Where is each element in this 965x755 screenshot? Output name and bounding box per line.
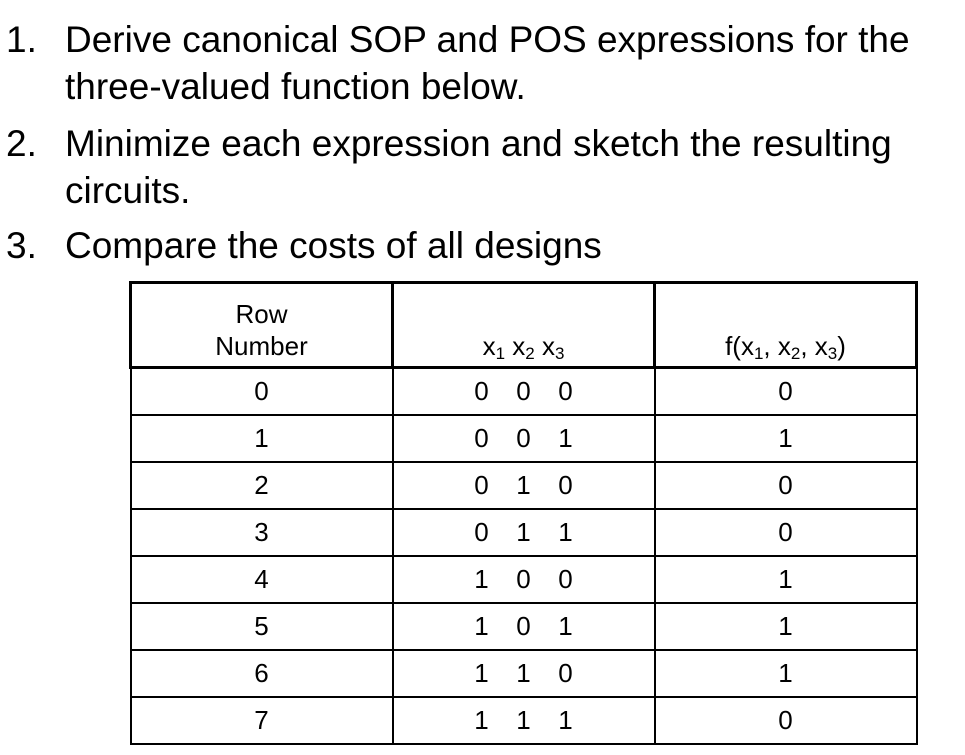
input-bit-x3: 0 xyxy=(558,376,573,406)
output-value-cell: 0 xyxy=(653,461,918,510)
output-value-cell: 0 xyxy=(653,366,918,416)
task-number: 3. xyxy=(6,225,37,266)
input-bit-x1: 1 xyxy=(474,705,489,735)
header-input-x1: x1 xyxy=(482,331,506,363)
task-line: three-valued function below. xyxy=(65,66,526,107)
output-value-cell: 1 xyxy=(653,414,918,463)
input-bit-x1: 0 xyxy=(474,517,489,547)
input-bit-x3: 0 xyxy=(558,470,573,500)
input-bit-x1: 0 xyxy=(474,423,489,453)
task-line: Compare the costs of all designs xyxy=(65,225,602,266)
input-bit-x1: 1 xyxy=(474,658,489,688)
task-text: Minimize each expression and sketch the … xyxy=(65,120,960,214)
output-value-cell: 1 xyxy=(653,649,918,698)
row-number-cell: 0 xyxy=(129,366,394,416)
header-output: f(x1, x2, x3) xyxy=(653,281,918,369)
input-bit-x3: 1 xyxy=(558,423,573,453)
output-value-cell: 0 xyxy=(653,696,918,745)
input-bit-x2: 1 xyxy=(516,470,531,500)
input-bit-x2: 0 xyxy=(516,611,531,641)
task-line: Derive canonical SOP and POS expressions… xyxy=(65,19,910,60)
input-bit-x2: 0 xyxy=(516,564,531,594)
input-bit-x3: 0 xyxy=(558,564,573,594)
task-number: 1. xyxy=(6,19,37,60)
task-line: Minimize each expression and sketch the … xyxy=(65,123,892,164)
output-value-cell: 1 xyxy=(653,602,918,651)
task-line: circuits. xyxy=(65,170,191,211)
header-inputs: x1 x2 x3 xyxy=(391,281,656,369)
input-bit-x3: 1 xyxy=(558,611,573,641)
header-input-x3: x3 xyxy=(541,331,565,363)
input-bit-x1: 0 xyxy=(474,470,489,500)
header-input-x2: x2 xyxy=(512,331,535,363)
input-bit-x2: 1 xyxy=(516,658,531,688)
output-value-cell: 0 xyxy=(653,508,918,557)
header-row-number: Row Number xyxy=(129,281,394,369)
row-number-cell: 3 xyxy=(129,508,394,557)
task-text: Compare the costs of all designs xyxy=(65,222,960,269)
row-number-cell: 6 xyxy=(129,649,394,698)
row-number-cell: 7 xyxy=(129,696,394,745)
input-bit-x2: 1 xyxy=(516,517,531,547)
input-bit-x3: 1 xyxy=(558,517,573,547)
truth-table-header: Row Number x1 x2 x3 f(x1, x2, x3) xyxy=(129,281,918,369)
input-bit-x3: 1 xyxy=(558,705,573,735)
row-number-cell: 1 xyxy=(129,414,394,463)
input-bit-x2: 1 xyxy=(516,705,531,735)
input-bit-x1: 1 xyxy=(474,564,489,594)
input-bit-x3: 0 xyxy=(558,658,573,688)
header-number-label: Number xyxy=(215,331,308,361)
header-row-label: Row xyxy=(235,299,288,329)
row-number-cell: 2 xyxy=(129,461,394,510)
row-number-cell: 5 xyxy=(129,602,394,651)
input-bit-x2: 0 xyxy=(516,423,531,453)
task-text: Derive canonical SOP and POS expressions… xyxy=(65,16,960,110)
task-number: 2. xyxy=(6,123,37,164)
input-bit-x1: 0 xyxy=(474,376,489,406)
row-number-cell: 4 xyxy=(129,555,394,604)
input-bit-x2: 0 xyxy=(516,376,531,406)
output-value-cell: 1 xyxy=(653,555,918,604)
input-bit-x1: 1 xyxy=(474,611,489,641)
